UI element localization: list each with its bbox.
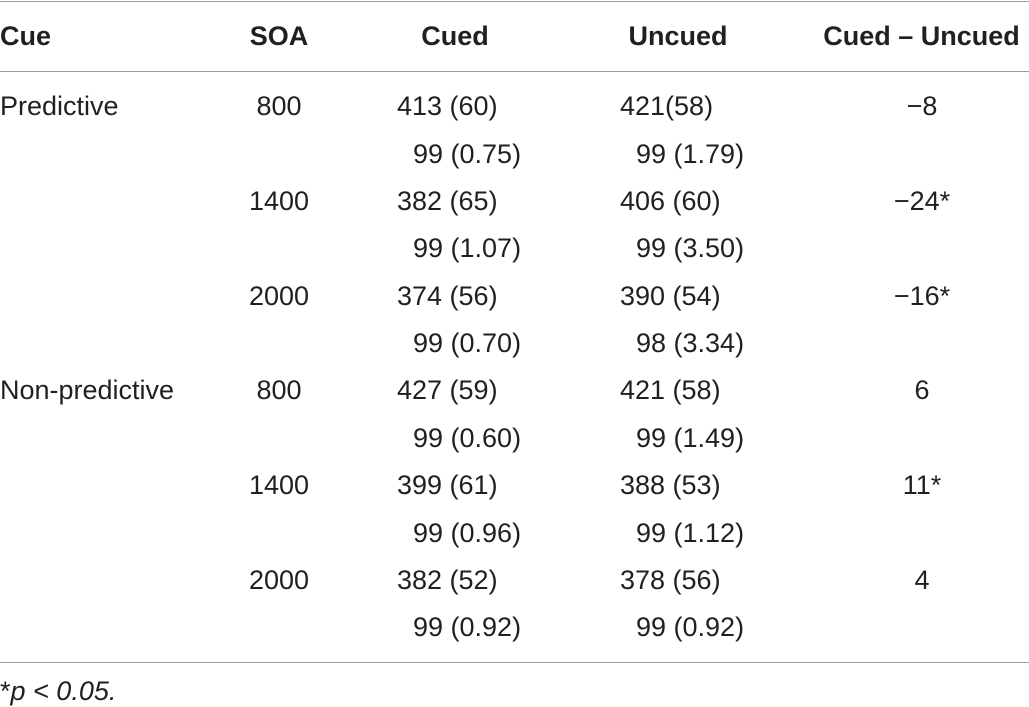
cell-diff: −8	[906, 91, 938, 121]
cell-cued-rt: 382 (52)	[397, 565, 498, 595]
cell-diff: −24*	[893, 186, 951, 216]
cell-cued-rt: 374 (56)	[397, 281, 498, 311]
cell-uncued-acc: 99 (1.49)	[636, 423, 745, 453]
cell-cued-acc: 99 (0.92)	[413, 612, 522, 642]
cell-soa: 2000	[248, 565, 310, 595]
cell-diff: 6	[914, 375, 930, 405]
cell-cued-acc: 99 (0.70)	[413, 328, 522, 358]
cell-uncued-acc: 99 (1.12)	[636, 518, 745, 548]
cell-uncued-rt: 421 (58)	[620, 375, 721, 405]
cell-soa: 1400	[248, 470, 310, 500]
cell-soa: 800	[256, 375, 302, 405]
footnote-text: p < 0.05.	[10, 676, 117, 706]
header-uncued: Uncued	[628, 21, 728, 51]
table-header-rule	[0, 71, 1029, 72]
cell-cue: Predictive	[0, 91, 119, 121]
table-bottom-rule	[0, 662, 1029, 663]
cell-cued-rt: 382 (65)	[397, 186, 498, 216]
table-top-rule	[0, 1, 1029, 2]
header-soa: SOA	[249, 21, 309, 51]
cell-uncued-rt: 421(58)	[620, 91, 714, 121]
cell-diff: −16*	[893, 281, 951, 311]
cell-soa: 800	[256, 91, 302, 121]
cell-uncued-rt: 390 (54)	[620, 281, 721, 311]
cell-soa: 2000	[248, 281, 310, 311]
table-footnote: *p < 0.05.	[0, 675, 116, 707]
cell-soa: 1400	[248, 186, 310, 216]
cell-cue: Non-predictive	[0, 375, 175, 405]
cell-uncued-acc: 98 (3.34)	[636, 328, 745, 358]
cell-cued-acc: 99 (0.96)	[413, 518, 522, 548]
header-cued-minus-uncued: Cued – Uncued	[823, 21, 1020, 51]
header-cued: Cued	[421, 21, 489, 51]
cell-uncued-rt: 388 (53)	[620, 470, 721, 500]
cell-diff: 4	[914, 565, 930, 595]
cell-uncued-acc: 99 (0.92)	[636, 612, 745, 642]
cell-uncued-acc: 99 (3.50)	[636, 233, 745, 263]
cell-cued-acc: 99 (1.07)	[413, 233, 522, 263]
cell-cued-rt: 427 (59)	[397, 375, 498, 405]
footnote-star: *	[0, 676, 11, 706]
cell-uncued-acc: 99 (1.79)	[636, 139, 745, 169]
cell-uncued-rt: 378 (56)	[620, 565, 721, 595]
cell-cued-rt: 413 (60)	[397, 91, 498, 121]
cell-cued-rt: 399 (61)	[397, 470, 498, 500]
header-cue: Cue	[0, 21, 52, 51]
cell-cued-acc: 99 (0.75)	[413, 139, 522, 169]
cell-cued-acc: 99 (0.60)	[413, 423, 522, 453]
cell-diff: 11*	[902, 470, 942, 500]
cell-uncued-rt: 406 (60)	[620, 186, 721, 216]
